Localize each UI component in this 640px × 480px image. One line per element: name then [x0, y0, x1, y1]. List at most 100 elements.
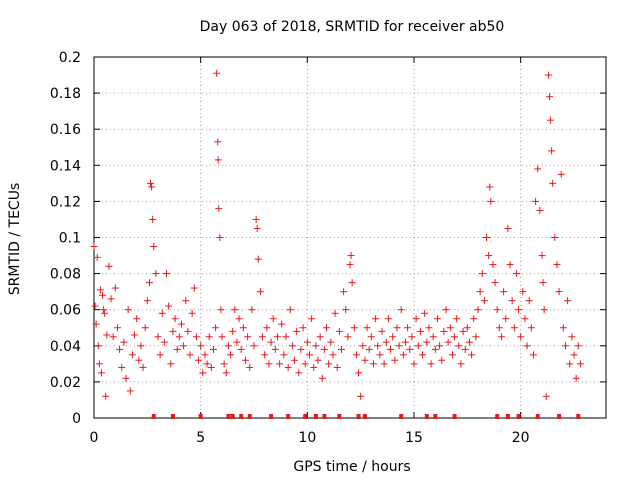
data-point: [284, 363, 292, 371]
data-point: [527, 324, 535, 332]
data-point: [384, 315, 392, 323]
data-point: [570, 351, 578, 359]
data-point: [344, 333, 352, 341]
data-point: [348, 279, 356, 287]
data-point: [182, 297, 190, 305]
data-point: [175, 333, 183, 341]
data-point: [122, 374, 130, 382]
data-point: [145, 279, 153, 287]
data-point: [186, 351, 194, 359]
data-point: [310, 363, 318, 371]
data-point: [355, 369, 363, 377]
x-tick-label: 10: [298, 430, 316, 446]
data-point: [433, 315, 441, 323]
data-point: [314, 356, 322, 364]
data-points: [90, 69, 584, 400]
data-point: [133, 315, 141, 323]
data-point: [265, 360, 273, 368]
data-point: [529, 351, 537, 359]
data-point: [276, 360, 284, 368]
data-point: [271, 345, 279, 353]
data-point: [574, 342, 582, 350]
baseline-marker: [170, 414, 175, 419]
data-point: [553, 261, 561, 269]
data-point: [143, 297, 151, 305]
data-point: [357, 392, 365, 400]
data-point: [126, 387, 134, 395]
data-point: [367, 333, 375, 341]
data-point: [440, 327, 448, 335]
data-point: [316, 333, 324, 341]
data-point: [540, 306, 548, 314]
data-point: [455, 342, 463, 350]
data-point: [576, 360, 584, 368]
data-point: [325, 360, 333, 368]
data-point: [337, 345, 345, 353]
data-point: [416, 327, 424, 335]
baseline-marker: [452, 414, 457, 419]
data-point: [299, 324, 307, 332]
baseline-marker: [226, 414, 231, 419]
y-tick-label: 0: [72, 411, 81, 427]
data-point: [269, 315, 277, 323]
baseline-marker: [356, 414, 361, 419]
data-point: [149, 215, 157, 223]
baseline-marker: [247, 414, 252, 419]
data-point: [542, 392, 550, 400]
data-point: [203, 360, 211, 368]
data-point: [102, 392, 110, 400]
data-point: [495, 324, 503, 332]
data-point: [491, 279, 499, 287]
data-point: [559, 324, 567, 332]
data-point: [216, 234, 224, 241]
data-point: [250, 342, 258, 350]
data-point: [256, 288, 264, 296]
data-point: [267, 338, 275, 346]
data-point: [429, 333, 437, 341]
data-point: [229, 327, 237, 335]
x-tick-label: 20: [512, 430, 530, 446]
data-point: [259, 333, 267, 341]
data-point: [233, 338, 241, 346]
baseline-marker: [303, 414, 308, 419]
gridlines: [94, 57, 606, 418]
data-point: [222, 369, 230, 377]
data-point: [139, 363, 147, 371]
data-point: [154, 333, 162, 341]
data-point: [346, 261, 354, 269]
data-point: [487, 197, 495, 205]
data-point: [549, 179, 557, 187]
x-tick-label: 15: [405, 430, 423, 446]
baseline-marker: [286, 414, 291, 419]
data-point: [442, 306, 450, 314]
data-point: [352, 351, 360, 359]
data-point: [291, 356, 299, 364]
baseline-marker: [313, 414, 318, 419]
data-point: [444, 338, 452, 346]
data-point: [504, 224, 512, 232]
y-axis-title: SRMTID / TECUs: [7, 183, 23, 296]
baseline-marker: [424, 414, 429, 419]
baseline-marker: [198, 414, 203, 419]
data-point: [380, 360, 388, 368]
data-point: [116, 345, 124, 353]
data-point: [480, 297, 488, 305]
data-point: [532, 197, 540, 205]
data-point: [446, 324, 454, 332]
data-point: [508, 297, 516, 305]
baseline-marker: [495, 414, 500, 419]
data-point: [91, 302, 99, 310]
data-point: [253, 224, 261, 232]
data-point: [497, 333, 505, 341]
y-tick-label: 0.06: [50, 303, 81, 319]
data-point: [391, 356, 399, 364]
data-point: [327, 338, 335, 346]
y-tick-label: 0.16: [50, 122, 81, 138]
data-point: [195, 356, 203, 364]
data-point: [212, 324, 220, 332]
data-point: [404, 324, 412, 332]
data-point: [545, 93, 553, 101]
data-point: [489, 261, 497, 269]
data-point: [395, 342, 403, 350]
data-point: [502, 315, 510, 323]
